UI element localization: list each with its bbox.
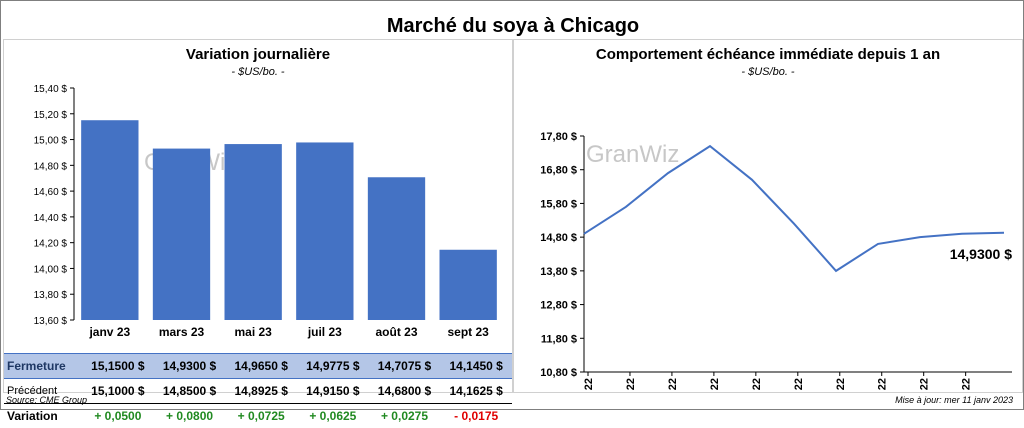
table-cell: 14,1450 $ [440, 354, 512, 379]
x-tick-label: juil 23 [307, 325, 342, 339]
bar-y-axis: 13,60 $ 13,80 $ 14,00 $ 14,20 $ 14,40 $ 14,60… [34, 84, 74, 327]
bar-x-axis: janv 23 mars 23 mai 23 juil 23 août 23 sept 2… [88, 325, 489, 339]
x-tick-label: oct 22 [877, 378, 889, 392]
y-tick-label: 17,80 $ [540, 131, 577, 143]
y-tick-label: 14,60 $ [34, 187, 68, 198]
y-tick-label: 13,80 $ [540, 266, 577, 278]
bar [225, 144, 282, 320]
y-tick-label: 15,20 $ [34, 110, 68, 121]
x-tick-label: août 22 [793, 378, 805, 392]
y-tick-label: 15,40 $ [34, 84, 68, 95]
x-tick-label: sept 22 [835, 378, 847, 392]
table-cell: + 0,0725 [225, 404, 297, 428]
x-tick-label: déc 22 [961, 378, 973, 392]
bar [368, 177, 425, 320]
table-cell: 14,9775 $ [297, 354, 369, 379]
line-x-axis: janv 22 mars 22 avr 22 mai 22 juin 22 août 22… [583, 372, 1012, 392]
x-tick-label: août 23 [375, 325, 417, 339]
x-tick-label: nov 22 [919, 378, 931, 392]
daily-variation-panel: Variation journalière - $US/bo. - GranWi… [3, 39, 513, 393]
line-chart: GranWiz 10,80 $ 11,80 $ 12,80 $ 13,80 $ 14,8… [514, 62, 1022, 392]
last-price-label: 14,9300 $ [950, 246, 1012, 262]
table-cell: - 0,0175 [440, 404, 512, 428]
x-tick-label: mai 22 [709, 378, 721, 392]
y-tick-label: 14,20 $ [34, 239, 68, 250]
y-tick-label: 16,80 $ [540, 165, 577, 177]
y-tick-label: 13,80 $ [34, 290, 68, 301]
y-tick-label: 14,00 $ [34, 264, 68, 275]
table-cell: 14,8500 $ [154, 379, 226, 404]
bar [296, 142, 353, 320]
y-tick-label: 14,80 $ [34, 161, 68, 172]
y-tick-label: 14,40 $ [34, 213, 68, 224]
y-tick-label: 12,80 $ [540, 300, 577, 312]
x-tick-label: janv 23 [88, 325, 130, 339]
x-tick-label: janv 22 [583, 378, 595, 392]
row-label: Variation [4, 404, 82, 428]
bar [440, 250, 497, 320]
table-cell: 14,9150 $ [297, 379, 369, 404]
x-tick-label: sept 23 [447, 325, 489, 339]
watermark: GranWiz [586, 141, 679, 168]
x-tick-label: mars 22 [625, 378, 637, 392]
table-cell: 14,9650 $ [225, 354, 297, 379]
table-cell: + 0,0625 [297, 404, 369, 428]
table-cell: 15,1500 $ [82, 354, 154, 379]
table-cell: 14,1625 $ [440, 379, 512, 404]
table-cell: 14,6800 $ [369, 379, 441, 404]
update-note: Mise à jour: mer 11 janv 2023 [895, 395, 1013, 405]
x-tick-label: juin 22 [751, 378, 763, 392]
y-tick-label: 15,00 $ [34, 136, 68, 147]
bar [153, 149, 210, 320]
source-note: Source: CME Group [6, 395, 87, 405]
table-cell: + 0,0500 [82, 404, 154, 428]
y-tick-label: 11,80 $ [541, 333, 577, 345]
table-row-close: Fermeture 15,1500 $ 14,9300 $ 14,9650 $ … [4, 354, 512, 379]
chart-frame: Marché du soya à Chicago Variation journ… [0, 0, 1024, 410]
line-y-axis: 10,80 $ 11,80 $ 12,80 $ 13,80 $ 14,80 $ 15,80… [540, 131, 584, 379]
table-cell: 14,7075 $ [369, 354, 441, 379]
y-tick-label: 14,80 $ [540, 232, 577, 244]
y-tick-label: 15,80 $ [540, 198, 577, 210]
bar-chart: GranWiz 13,60 $13,80 $14,00 $14,20 $14,4… [4, 62, 512, 352]
table-cell: + 0,0800 [154, 404, 226, 428]
left-chart-title: Variation journalière [4, 46, 512, 63]
one-year-panel: Comportement échéance immédiate depuis 1… [513, 39, 1023, 393]
row-label: Fermeture [4, 354, 82, 379]
price-table: Fermeture 15,1500 $ 14,9300 $ 14,9650 $ … [4, 353, 512, 428]
table-cell: 14,9300 $ [154, 354, 226, 379]
bar [81, 120, 138, 320]
table-cell: 15,1000 $ [82, 379, 154, 404]
right-chart-title: Comportement échéance immédiate depuis 1… [514, 46, 1022, 63]
x-tick-label: mars 23 [159, 325, 205, 339]
page-title: Marché du soya à Chicago [1, 15, 1024, 38]
table-row-variation: Variation + 0,0500 + 0,0800 + 0,0725 + 0… [4, 404, 512, 428]
y-tick-label: 10,80 $ [540, 367, 577, 379]
table-cell: + 0,0275 [369, 404, 441, 428]
x-tick-label: avr 22 [667, 378, 679, 392]
table-cell: 14,8925 $ [225, 379, 297, 404]
y-tick-label: 13,60 $ [34, 316, 68, 327]
x-tick-label: mai 23 [234, 325, 272, 339]
